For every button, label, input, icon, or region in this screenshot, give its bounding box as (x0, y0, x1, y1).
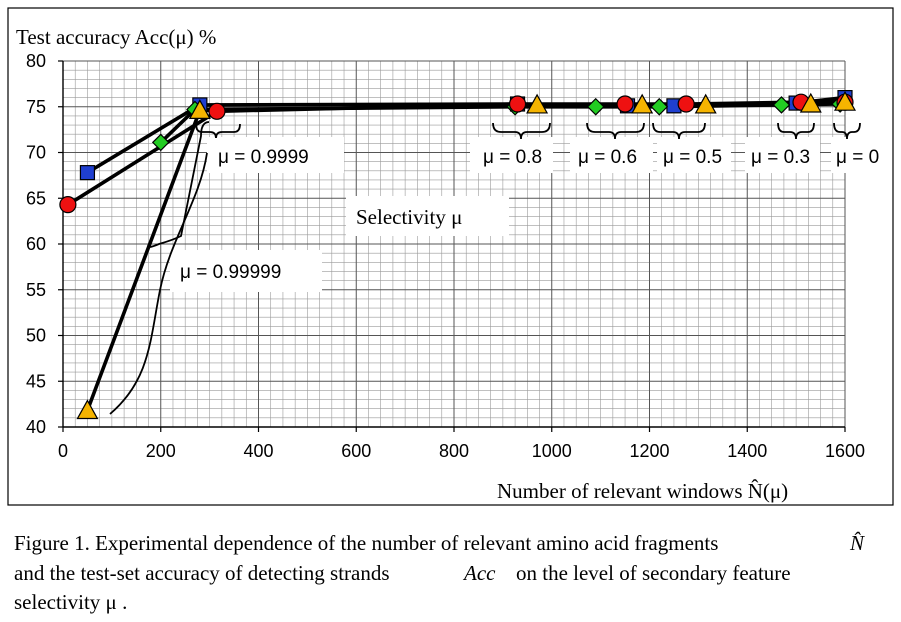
tick-labels: 0 200 400 600 800 1000 1200 1400 1600 40 45 50 55 60 6… (26, 51, 865, 461)
data-point-circle (208, 102, 226, 120)
x-tick-label: 1600 (825, 441, 865, 461)
brace-mu-0.6 (586, 122, 645, 140)
annotation-mu-0.99999: μ = 0.99999 (180, 262, 281, 283)
caption-line-2a: and the test-set accuracy of detecting s… (14, 561, 390, 585)
caption-symbol-acc: Acc (462, 561, 496, 585)
annotation-mu-0.9999: μ = 0.9999 (218, 147, 309, 168)
data-point-triangle (631, 93, 654, 114)
data-point-circle (59, 196, 77, 214)
x-tick-label: 200 (146, 441, 176, 461)
data-point-triangle (76, 399, 99, 420)
series-markers (59, 89, 857, 420)
data-point-circle (508, 95, 527, 113)
data-point-triangle (694, 93, 717, 114)
brace-mu-0 (833, 122, 861, 140)
data-point-triangle (526, 93, 549, 114)
annotation-box (207, 137, 344, 173)
annotation-box (346, 196, 509, 236)
y-axis-title: Test accuracy Acc(μ) % (16, 25, 216, 49)
x-tick-label: 400 (243, 441, 273, 461)
annotation-mu-0.3: μ = 0.3 (751, 147, 810, 168)
brace-mu-0.8 (492, 122, 551, 140)
brace-mu-0.5 (652, 122, 706, 140)
annotation-box (470, 137, 553, 173)
x-tick-label: 1000 (532, 441, 572, 461)
brace-mu-0.3 (777, 122, 815, 140)
annotation-box (831, 137, 885, 173)
data-point-diamond (151, 133, 170, 152)
x-tick-label: 800 (439, 441, 469, 461)
x-tick-label: 1200 (629, 441, 669, 461)
data-point-triangle (833, 90, 857, 111)
brace-mu-0.99999-top (147, 121, 210, 248)
caption-line-1: Figure 1. Experimental dependence of the… (14, 531, 718, 555)
x-tick-label: 1400 (727, 441, 767, 461)
annotation-box (170, 250, 322, 292)
data-point-circle (616, 95, 634, 113)
y-tick-label: 55 (26, 280, 46, 300)
annotation-selectivity: Selectivity μ (356, 205, 462, 229)
chart-frame (7, 7, 894, 506)
x-tick-label: 600 (341, 441, 371, 461)
x-axis-title: Number of relevant windows N̂(μ) (497, 479, 788, 503)
data-point-circle (677, 95, 695, 113)
data-point-diamond (772, 96, 791, 114)
brace-mu-0.9999 (195, 123, 241, 139)
annotation-mu-0.6: μ = 0.6 (578, 147, 637, 168)
annotation-braces (109, 121, 861, 415)
y-tick-label: 45 (26, 371, 46, 391)
brace-mu-0.99999 (109, 152, 208, 415)
caption-symbol-n: N̂ (849, 531, 865, 555)
y-tick-label: 40 (26, 417, 46, 437)
y-tick-label: 75 (26, 97, 46, 117)
annotation-labels: μ = 0.9999 μ = 0.99999 μ = 0.8 μ = 0.6 μ… (170, 137, 885, 292)
y-tick-label: 80 (26, 51, 46, 71)
x-tick-label: 0 (58, 441, 68, 461)
annotation-box (745, 137, 820, 173)
data-point-triangle (188, 99, 211, 120)
annotation-box (570, 137, 653, 173)
data-point-diamond (586, 97, 605, 116)
y-tick-label: 70 (26, 143, 46, 163)
annotation-mu-0: μ = 0 (836, 147, 879, 168)
caption-line-3: selectivity μ . (14, 590, 127, 614)
data-point-diamond (650, 97, 669, 116)
y-tick-label: 60 (26, 234, 46, 254)
annotation-box (657, 137, 731, 173)
data-point-square (79, 165, 96, 181)
axes (58, 60, 846, 432)
data-point-triangle (799, 92, 822, 113)
annotation-mu-0.8: μ = 0.8 (483, 147, 542, 168)
y-tick-label: 65 (26, 188, 46, 208)
caption-line-2b: on the level of secondary feature (516, 561, 791, 585)
y-tick-label: 50 (26, 326, 46, 346)
figure-caption: Figure 1. Experimental dependence of the… (14, 531, 865, 614)
annotation-mu-0.5: μ = 0.5 (663, 147, 722, 168)
